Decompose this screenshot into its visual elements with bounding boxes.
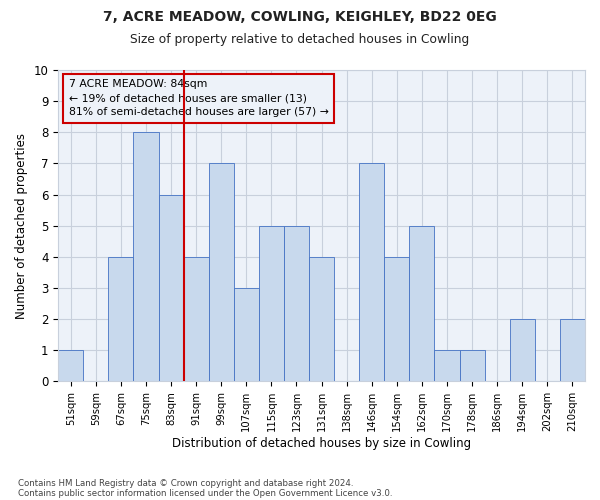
Bar [309,257,334,382]
Text: Contains HM Land Registry data © Crown copyright and database right 2024.: Contains HM Land Registry data © Crown c… [18,478,353,488]
Bar [560,319,585,382]
Text: Contains public sector information licensed under the Open Government Licence v3: Contains public sector information licen… [18,488,392,498]
Text: 7 ACRE MEADOW: 84sqm
← 19% of detached houses are smaller (13)
81% of semi-detac: 7 ACRE MEADOW: 84sqm ← 19% of detached h… [68,80,329,118]
Bar [109,257,133,382]
Bar [409,226,434,382]
Bar [184,257,209,382]
Bar [133,132,158,382]
Bar [284,226,309,382]
Bar [384,257,409,382]
Bar [259,226,284,382]
Bar [434,350,460,382]
Bar [209,164,234,382]
Bar [234,288,259,382]
Bar [460,350,485,382]
Text: Size of property relative to detached houses in Cowling: Size of property relative to detached ho… [130,32,470,46]
Y-axis label: Number of detached properties: Number of detached properties [15,132,28,318]
Bar [158,194,184,382]
Bar [359,164,384,382]
X-axis label: Distribution of detached houses by size in Cowling: Distribution of detached houses by size … [172,437,471,450]
Bar [510,319,535,382]
Text: 7, ACRE MEADOW, COWLING, KEIGHLEY, BD22 0EG: 7, ACRE MEADOW, COWLING, KEIGHLEY, BD22 … [103,10,497,24]
Bar [58,350,83,382]
